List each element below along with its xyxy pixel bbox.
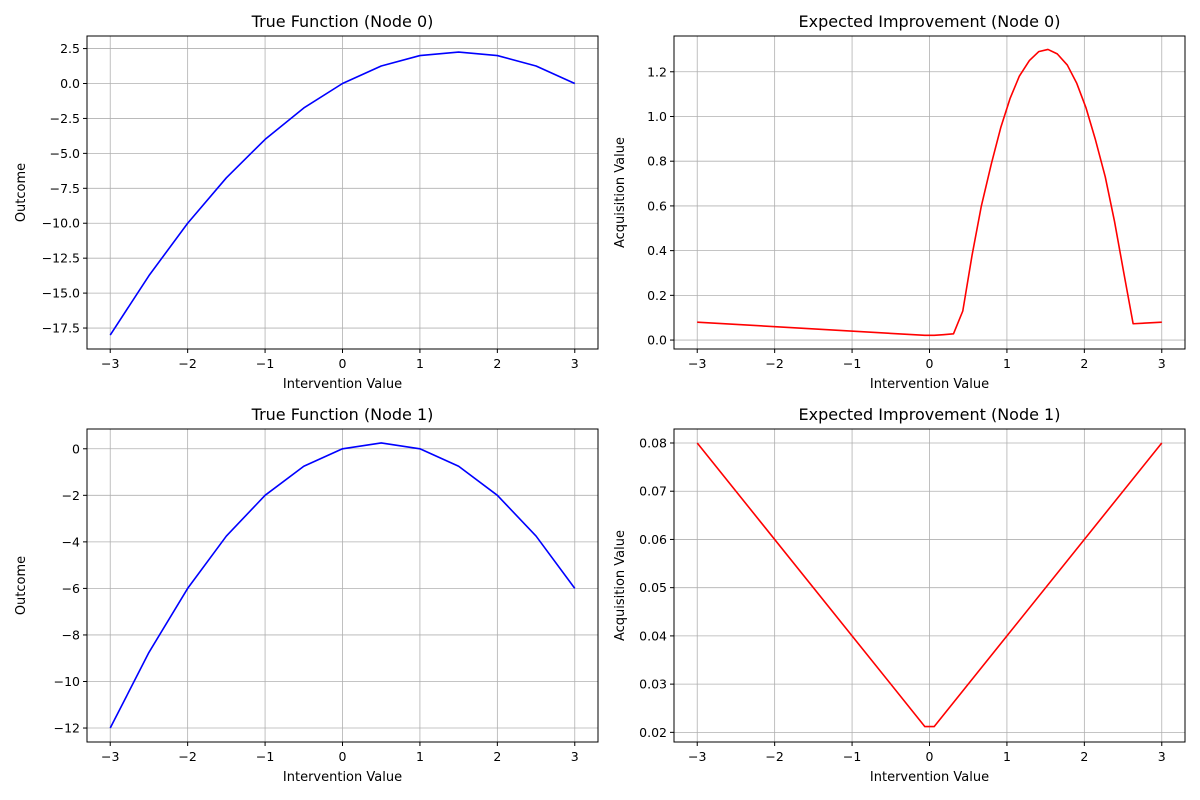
- chart-title: True Function (Node 0): [251, 12, 434, 31]
- x-tick-label: 0: [926, 356, 934, 371]
- y-axis-label: Outcome: [14, 163, 29, 222]
- x-tick-label: 3: [1158, 749, 1166, 764]
- series-line: [696, 442, 1163, 728]
- y-tick-label: −17.5: [42, 321, 80, 336]
- x-tick-label: 1: [416, 749, 424, 764]
- x-tick-label: 2: [1080, 356, 1088, 371]
- x-tick-label: −2: [178, 749, 196, 764]
- y-tick-label: −10.0: [42, 216, 80, 231]
- chart-panel-1: −3 −2 −1 0 1 2 3 0.0 0.2 0.4 0.6 0.8 1.0 1.2 Expected …: [613, 12, 1186, 392]
- y-tick-label: −8: [62, 627, 80, 642]
- x-tick-label: 2: [493, 356, 501, 371]
- x-tick-label: 2: [1080, 749, 1088, 764]
- y-tick-label: −10: [54, 674, 80, 689]
- series-line: [109, 442, 576, 729]
- x-tick-label: −2: [178, 356, 196, 371]
- y-tick-label: −12.5: [42, 251, 80, 266]
- y-tick-label: 0.0: [60, 76, 80, 91]
- x-axis-label: Intervention Value: [870, 770, 989, 785]
- y-axis-label: Acquisition Value: [613, 530, 628, 641]
- y-tick-label: 0.6: [647, 198, 667, 213]
- x-tick-label: −1: [256, 749, 274, 764]
- y-tick-label: 0.03: [639, 677, 667, 692]
- x-tick-label: 0: [339, 749, 347, 764]
- x-tick-label: −3: [688, 356, 706, 371]
- y-tick-label: 1.2: [647, 64, 667, 79]
- y-tick-label: 0.04: [639, 628, 667, 643]
- x-tick-label: −1: [843, 356, 861, 371]
- x-axis-label: Intervention Value: [283, 770, 402, 785]
- y-tick-label: −6: [62, 581, 80, 596]
- y-tick-label: 0: [72, 441, 80, 456]
- series-line: [697, 48, 1162, 337]
- y-tick-label: 0.07: [639, 484, 667, 499]
- chart-panel-3: −3 −2 −1 0 1 2 3 0.02 0.03 0.04 0.05 0.06 0.07 0.08 Ex…: [613, 405, 1186, 785]
- x-axis-label: Intervention Value: [870, 377, 989, 392]
- y-tick-label: −15.0: [42, 286, 80, 301]
- x-tick-label: 1: [1003, 356, 1011, 371]
- x-tick-label: 0: [926, 749, 934, 764]
- x-tick-label: 3: [571, 356, 579, 371]
- x-tick-label: −1: [843, 749, 861, 764]
- chart-title: Expected Improvement (Node 1): [799, 405, 1061, 424]
- x-axis-label: Intervention Value: [283, 377, 402, 392]
- chart-panel-0: −3 −2 −1 0 1 2 3 −17.5 −15.0 −12.5 −10.0 −7.5 −5.0 −2…: [14, 12, 599, 392]
- y-tick-label: −2: [62, 488, 80, 503]
- y-tick-label: 0.06: [639, 532, 667, 547]
- y-tick-label: 0.0: [647, 333, 667, 348]
- x-tick-label: −3: [101, 749, 119, 764]
- y-tick-label: 0.2: [647, 288, 667, 303]
- y-tick-label: −2.5: [50, 111, 80, 126]
- y-tick-label: 2.5: [60, 41, 80, 56]
- x-tick-label: 2: [493, 749, 501, 764]
- chart-title: Expected Improvement (Node 0): [799, 12, 1061, 31]
- y-tick-label: 0.05: [639, 580, 667, 595]
- x-tick-label: 1: [1003, 749, 1011, 764]
- series-line: [109, 51, 576, 336]
- y-tick-label: −5.0: [50, 146, 80, 161]
- y-tick-label: −12: [54, 721, 80, 736]
- x-tick-label: 1: [416, 356, 424, 371]
- y-tick-label: −7.5: [50, 181, 80, 196]
- y-tick-label: 0.02: [639, 725, 667, 740]
- y-tick-label: −4: [62, 534, 80, 549]
- y-axis-label: Outcome: [14, 556, 29, 615]
- x-tick-label: −3: [688, 749, 706, 764]
- y-tick-label: 0.08: [639, 435, 667, 450]
- x-tick-label: −3: [101, 356, 119, 371]
- y-tick-label: 1.0: [647, 109, 667, 124]
- x-tick-label: −2: [765, 356, 783, 371]
- x-tick-label: 3: [571, 749, 579, 764]
- chart-title: True Function (Node 1): [251, 405, 434, 424]
- x-tick-label: −1: [256, 356, 274, 371]
- y-tick-label: 0.8: [647, 154, 667, 169]
- y-tick-label: 0.4: [647, 243, 667, 258]
- x-tick-label: 0: [339, 356, 347, 371]
- y-axis-label: Acquisition Value: [613, 137, 628, 248]
- x-tick-label: 3: [1158, 356, 1166, 371]
- x-tick-label: −2: [765, 749, 783, 764]
